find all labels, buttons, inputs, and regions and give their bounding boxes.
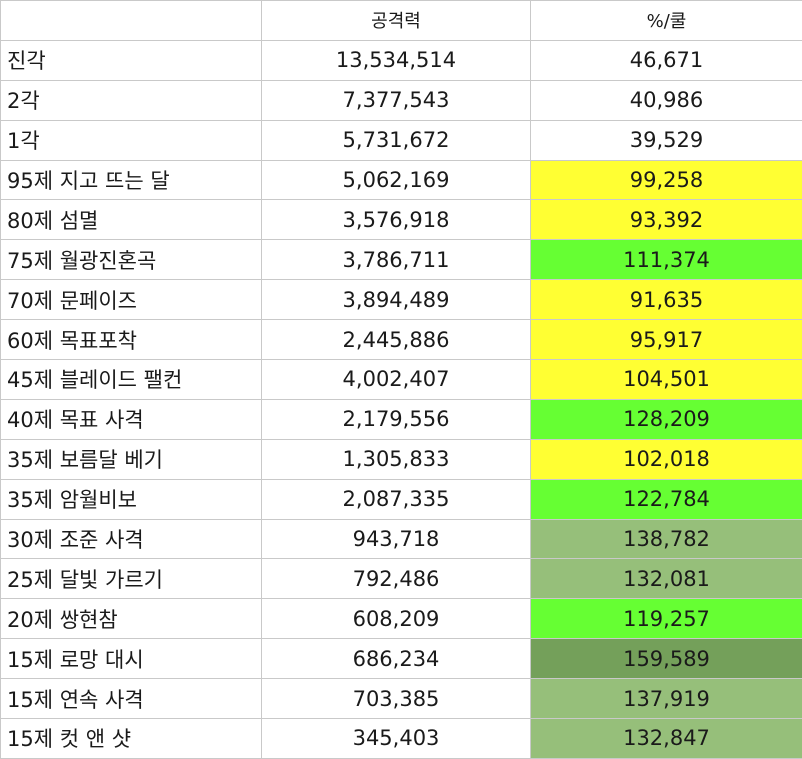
header-attack: 공격력 xyxy=(262,1,531,41)
skill-name-cell: 15제 연속 사격 xyxy=(1,679,262,719)
per-cooldown-cell: 132,847 xyxy=(531,719,802,759)
attack-cell: 703,385 xyxy=(262,679,531,719)
per-cooldown-cell: 111,374 xyxy=(531,240,802,280)
header-name xyxy=(1,1,262,41)
skill-name-cell: 80제 섬멸 xyxy=(1,200,262,240)
attack-cell: 2,179,556 xyxy=(262,399,531,439)
per-cooldown-cell: 99,258 xyxy=(531,160,802,200)
per-cooldown-cell: 93,392 xyxy=(531,200,802,240)
per-cooldown-cell: 46,671 xyxy=(531,40,802,80)
skill-name-cell: 95제 지고 뜨는 달 xyxy=(1,160,262,200)
attack-cell: 7,377,543 xyxy=(262,80,531,120)
attack-cell: 3,786,711 xyxy=(262,240,531,280)
attack-cell: 943,718 xyxy=(262,519,531,559)
per-cooldown-cell: 95,917 xyxy=(531,320,802,360)
per-cooldown-cell: 91,635 xyxy=(531,280,802,320)
skill-name-cell: 1각 xyxy=(1,120,262,160)
per-cooldown-cell: 128,209 xyxy=(531,399,802,439)
attack-cell: 345,403 xyxy=(262,719,531,759)
skill-name-cell: 70제 문페이즈 xyxy=(1,280,262,320)
per-cooldown-cell: 102,018 xyxy=(531,439,802,479)
per-cooldown-cell: 119,257 xyxy=(531,599,802,639)
attack-cell: 608,209 xyxy=(262,599,531,639)
attack-cell: 2,445,886 xyxy=(262,320,531,360)
attack-cell: 2,087,335 xyxy=(262,479,531,519)
attack-cell: 1,305,833 xyxy=(262,439,531,479)
skill-name-cell: 2각 xyxy=(1,80,262,120)
per-cooldown-cell: 159,589 xyxy=(531,639,802,679)
per-cooldown-cell: 132,081 xyxy=(531,559,802,599)
skill-name-cell: 20제 쌍현참 xyxy=(1,599,262,639)
skill-name-cell: 60제 목표포착 xyxy=(1,320,262,360)
skill-name-cell: 30제 조준 사격 xyxy=(1,519,262,559)
per-cooldown-cell: 137,919 xyxy=(531,679,802,719)
attack-cell: 3,894,489 xyxy=(262,280,531,320)
per-cooldown-cell: 122,784 xyxy=(531,479,802,519)
header-per-cooldown: %/쿨 xyxy=(531,1,802,41)
skill-name-cell: 25제 달빛 가르기 xyxy=(1,559,262,599)
skill-name-cell: 15제 로망 대시 xyxy=(1,639,262,679)
skill-name-cell: 40제 목표 사격 xyxy=(1,399,262,439)
skill-name-cell: 35제 보름달 베기 xyxy=(1,439,262,479)
skill-name-cell: 진각 xyxy=(1,40,262,80)
per-cooldown-cell: 39,529 xyxy=(531,120,802,160)
per-cooldown-cell: 104,501 xyxy=(531,360,802,400)
attack-cell: 3,576,918 xyxy=(262,200,531,240)
attack-cell: 5,062,169 xyxy=(262,160,531,200)
attack-cell: 13,534,514 xyxy=(262,40,531,80)
attack-cell: 792,486 xyxy=(262,559,531,599)
attack-cell: 4,002,407 xyxy=(262,360,531,400)
per-cooldown-cell: 40,986 xyxy=(531,80,802,120)
header-row: 공격력 %/쿨 xyxy=(1,1,802,41)
skill-name-cell: 75제 월광진혼곡 xyxy=(1,240,262,280)
attack-cell: 5,731,672 xyxy=(262,120,531,160)
attack-cell: 686,234 xyxy=(262,639,531,679)
skill-name-cell: 45제 블레이드 팰컨 xyxy=(1,360,262,400)
skill-name-cell: 35제 암월비보 xyxy=(1,479,262,519)
skill-name-cell: 15제 컷 앤 샷 xyxy=(1,719,262,759)
per-cooldown-cell: 138,782 xyxy=(531,519,802,559)
